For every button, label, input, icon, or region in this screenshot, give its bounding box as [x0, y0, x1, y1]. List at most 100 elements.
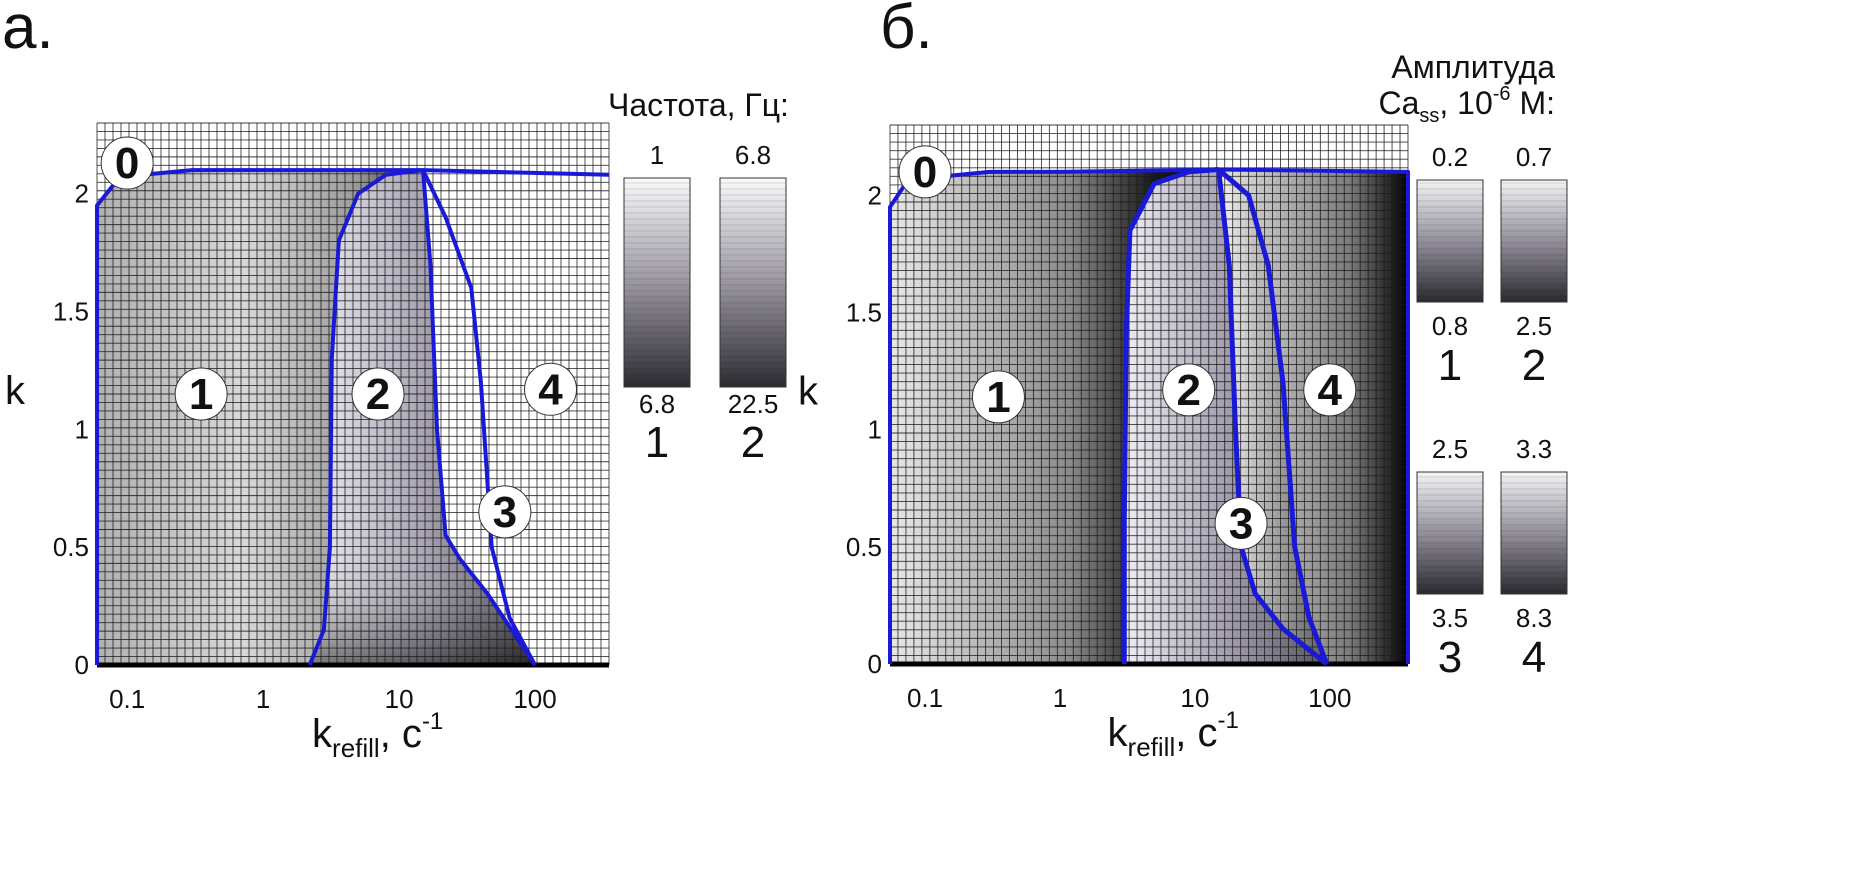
region-label: 4 — [1318, 366, 1343, 415]
legend-title-line2: Cass, 10-6 М: — [1378, 83, 1555, 127]
region-marker — [898, 145, 952, 199]
region-label: 3 — [1229, 499, 1253, 548]
boundary-3-4 — [1216, 167, 1330, 665]
x-axis-label-sub: refill — [1128, 732, 1176, 762]
region-marker — [351, 367, 405, 421]
grid — [889, 124, 1409, 665]
x-tick-label: 10 — [385, 684, 414, 714]
x-axis-label: krefill, с-1 — [312, 708, 443, 763]
boundary-outer — [888, 167, 1410, 664]
region-label: 0 — [115, 139, 139, 188]
y-tick-label: 1.5 — [846, 297, 882, 327]
legend-stripes — [720, 178, 786, 387]
boundary-1-2 — [1121, 167, 1219, 664]
y-tick-label: 2 — [75, 179, 89, 209]
x-tick-label: 1 — [256, 684, 270, 714]
legend-top-value: 6.8 — [735, 140, 771, 170]
legend-name: 2 — [1522, 341, 1546, 390]
region-label: 1 — [986, 373, 1010, 422]
region-2-shade — [309, 170, 535, 665]
boundary-3-4 — [421, 169, 537, 666]
legend-stripes — [1417, 472, 1483, 594]
region-label: 2 — [1176, 366, 1200, 415]
region-marker — [1214, 496, 1268, 550]
legend-name: 4 — [1522, 633, 1546, 682]
region-2-fill — [1124, 169, 1327, 664]
region-marker — [478, 485, 532, 539]
legend-bottom-value: 8.3 — [1516, 603, 1552, 633]
legend-title-end: М: — [1511, 85, 1555, 121]
legend-bottom-value: 22.5 — [728, 389, 779, 419]
legend-stripes — [1417, 180, 1483, 302]
x-tick-label: 0.1 — [907, 683, 943, 713]
y-tick-label: 0 — [75, 650, 89, 680]
region-label: 2 — [366, 370, 390, 419]
x-tick-label: 100 — [1308, 683, 1351, 713]
y-tick-label: 1 — [75, 414, 89, 444]
legend-title-sub: ss — [1419, 105, 1439, 127]
panel-label: б. — [880, 0, 933, 62]
boundary-outer — [95, 168, 610, 665]
region-1-fill — [890, 169, 1219, 664]
legend-stripes — [1501, 472, 1567, 594]
x-axis-label-sup: -1 — [1217, 707, 1238, 734]
x-axis-label-unit: , с — [1175, 711, 1217, 755]
x-tick-label: 1 — [1053, 683, 1067, 713]
legend-bottom-value: 2.5 — [1516, 311, 1552, 341]
legend-title-rest: , 10 — [1439, 85, 1492, 121]
boundary-1-2 — [307, 168, 424, 666]
boundary-2-3 — [421, 169, 537, 667]
region-4-fill — [1218, 169, 1408, 664]
x-tick-label: 10 — [1180, 683, 1209, 713]
x-axis-label-main: k — [1108, 711, 1129, 755]
legend-name: 2 — [741, 418, 765, 467]
legend-name: 1 — [1438, 341, 1462, 390]
y-tick-label: 1 — [868, 415, 882, 445]
legend-title-sup: -6 — [1493, 83, 1511, 105]
legend-top-value: 0.7 — [1516, 142, 1552, 172]
legend-top-value: 1 — [650, 140, 664, 170]
x-axis-label-sub: refill — [332, 733, 380, 763]
legend-name: 3 — [1438, 633, 1462, 682]
legend-stripes — [1501, 180, 1567, 302]
region-label: 1 — [189, 370, 213, 419]
legend-stripes — [624, 178, 690, 387]
y-axis-label: k — [798, 370, 819, 414]
region-label: 4 — [538, 365, 563, 414]
legend-bottom-value: 3.5 — [1432, 603, 1468, 633]
panel-label: а. — [2, 0, 54, 62]
x-axis-label-unit: , с — [380, 712, 422, 756]
region-label: 3 — [493, 488, 517, 537]
region-marker — [174, 367, 228, 421]
region-marker — [100, 136, 154, 190]
x-tick-label: 0.1 — [109, 684, 145, 714]
legend-bottom-value: 6.8 — [639, 389, 675, 419]
region-label: 0 — [913, 148, 937, 197]
x-tick-label: 100 — [513, 684, 556, 714]
legend-name: 1 — [645, 418, 669, 467]
legend-bottom-value: 0.8 — [1432, 311, 1468, 341]
legend-title: Частота, Гц: — [608, 87, 789, 123]
x-axis-label-main: k — [312, 712, 333, 756]
legend-title-line1: Амплитуда — [1391, 49, 1555, 85]
y-tick-label: 0 — [868, 649, 882, 679]
y-tick-label: 2 — [868, 180, 882, 210]
region-marker — [1303, 363, 1357, 417]
legend-top-value: 2.5 — [1432, 434, 1468, 464]
y-tick-label: 0.5 — [53, 532, 89, 562]
y-tick-label: 0.5 — [846, 532, 882, 562]
legend-title-main: Ca — [1378, 85, 1419, 121]
region-marker — [524, 362, 578, 416]
x-axis-label-sup: -1 — [422, 708, 443, 735]
y-tick-label: 1.5 — [53, 297, 89, 327]
region-marker — [1162, 363, 1216, 417]
legend-top-value: 0.2 — [1432, 142, 1468, 172]
legend-top-value: 3.3 — [1516, 434, 1552, 464]
x-axis-label: krefill, с-1 — [1108, 707, 1239, 762]
region-1-fill — [97, 170, 423, 665]
region-marker — [971, 370, 1025, 424]
y-axis-label: k — [5, 369, 26, 413]
